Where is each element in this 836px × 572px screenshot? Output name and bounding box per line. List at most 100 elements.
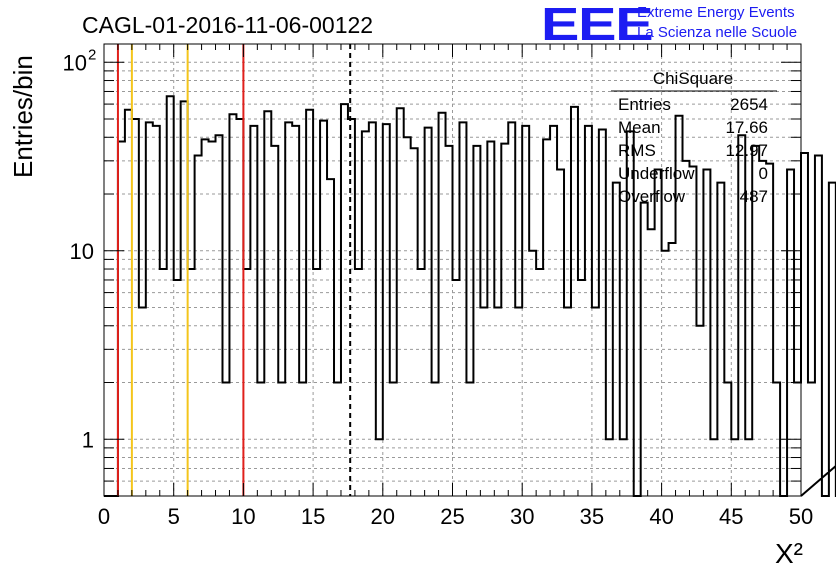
histogram-series: [104, 95, 836, 497]
histogram-bin: [250, 126, 257, 496]
histogram-bin: [683, 161, 690, 496]
stats-value-overflow: 487: [740, 187, 768, 206]
histogram-bin: [473, 146, 480, 496]
histogram-bin: [815, 156, 822, 496]
histogram-bin: [459, 122, 466, 496]
histogram-bin: [766, 164, 773, 496]
histogram-bin: [285, 122, 292, 496]
chart-title: CAGL-01-2016-11-06-00122: [82, 12, 373, 38]
histogram-bin: [703, 169, 710, 496]
histogram-bin: [585, 126, 592, 496]
eee-logo-mark: EEE: [541, 0, 654, 50]
histogram-bin: [139, 308, 146, 496]
histogram-bin: [501, 144, 508, 496]
histogram-bin: [543, 139, 550, 496]
histogram-bin: [216, 135, 223, 496]
histogram-bin: [264, 111, 271, 496]
grid-lines: [104, 44, 801, 496]
histogram-bin: [529, 251, 536, 496]
histogram-bin: [578, 280, 585, 496]
stats-box: ChiSquare Entries 2654 Mean 17.66 RMS 12…: [611, 69, 777, 206]
x-tick-label: 45: [719, 504, 743, 529]
histogram-bin: [655, 169, 662, 496]
histogram-bin: [118, 141, 125, 496]
histogram-bin: [557, 169, 564, 496]
histogram-bin: [669, 243, 676, 496]
histogram-bin: [801, 153, 808, 496]
histogram-bin: [209, 141, 216, 496]
histogram-bin: [717, 183, 724, 496]
stats-value-rms: 12.97: [725, 141, 768, 160]
histogram-bin: [515, 308, 522, 496]
histogram-bin: [550, 126, 557, 496]
histogram-bin: [564, 308, 571, 496]
stats-title: ChiSquare: [653, 69, 733, 88]
histogram-bin: [446, 146, 453, 496]
y-tick-label: 1: [82, 427, 94, 452]
histogram-bin: [613, 183, 620, 496]
histogram-bin: [369, 122, 376, 496]
histogram-bin: [508, 122, 515, 496]
histogram-bin: [759, 161, 766, 496]
histogram-bin: [787, 169, 794, 496]
histogram-bin: [153, 126, 160, 496]
stats-label-entries: Entries: [618, 95, 671, 114]
x-tick-label: 40: [649, 504, 673, 529]
histogram-bin: [808, 383, 815, 496]
histogram-bin: [829, 183, 836, 496]
stats-value-underflow: 0: [759, 164, 768, 183]
histogram-bin: [383, 124, 390, 496]
x-tick-label: 30: [510, 504, 534, 529]
histogram-bin: [494, 308, 501, 496]
stats-value-mean: 17.66: [725, 118, 768, 137]
histogram-bin: [174, 280, 181, 496]
logo-line-1: Extreme Energy Events: [637, 4, 795, 21]
histogram-outline: [104, 95, 836, 497]
eee-logo: EEE Extreme Energy Events La Scienza nel…: [541, 0, 831, 50]
histogram-bin: [202, 139, 209, 496]
histogram-bin: [571, 107, 578, 496]
histogram-bin: [425, 128, 432, 496]
histogram-bin: [292, 126, 299, 496]
logo-line-2: La Scienza nelle Scuole: [637, 24, 798, 41]
histogram-bin: [599, 129, 606, 496]
histogram-bin: [341, 104, 348, 496]
histogram-bin: [306, 110, 313, 496]
histogram-bin: [271, 146, 278, 496]
histogram-bin: [167, 96, 174, 496]
stats-label-underflow: Underflow: [618, 164, 695, 183]
stats-label-mean: Mean: [618, 118, 661, 137]
histogram-bin: [362, 131, 369, 496]
stats-label-overflow: Overflow: [618, 187, 686, 206]
histogram-bin: [146, 122, 153, 496]
histogram-bin: [439, 113, 446, 496]
stats-label-rms: RMS: [618, 141, 656, 160]
histogram-bin: [487, 141, 494, 496]
x-tick-label: 0: [98, 504, 110, 529]
histogram-bin: [453, 280, 460, 496]
y-tick-label-exponent: 2: [88, 46, 96, 63]
histogram-bin: [662, 251, 669, 496]
histogram-bin: [689, 166, 696, 496]
histogram-bin: [229, 114, 236, 496]
y-tick-label: 10: [63, 50, 87, 75]
histogram-bin: [480, 308, 487, 496]
x-tick-label: 20: [371, 504, 395, 529]
x-tick-label: 10: [231, 504, 255, 529]
histogram-bin: [404, 137, 411, 496]
histogram-bin: [397, 108, 404, 496]
histogram-bin: [125, 110, 132, 496]
histogram-bin: [696, 326, 703, 496]
x-tick-label: 35: [580, 504, 604, 529]
histogram-bin: [411, 148, 418, 496]
x-tick-label: 15: [301, 504, 325, 529]
stats-value-entries: 2654: [730, 95, 768, 114]
y-axis-label: Entries/bin: [8, 55, 38, 178]
marker-lines: [116, 44, 352, 496]
histogram-bin: [522, 126, 529, 496]
histogram-bin: [327, 179, 334, 496]
histogram-bin: [592, 308, 599, 496]
x-axis-label: X²: [775, 538, 803, 569]
